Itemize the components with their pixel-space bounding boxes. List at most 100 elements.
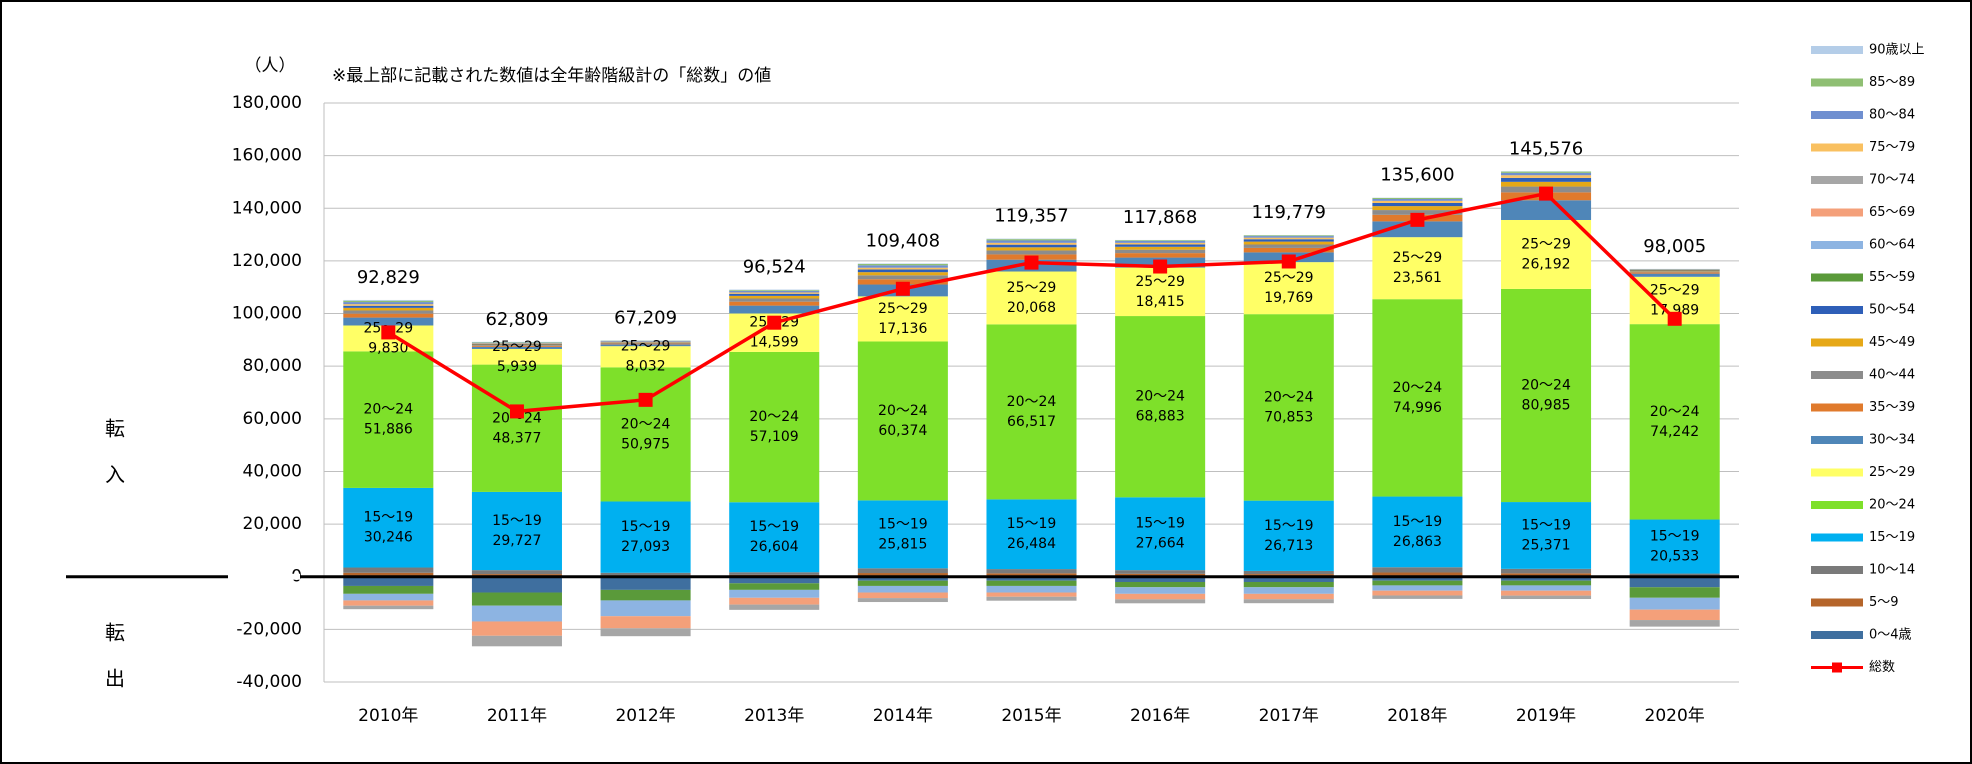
bar-segment	[1243, 247, 1334, 253]
segment-value-label: 25,371	[1522, 537, 1571, 553]
legend-label: 70～74	[1869, 173, 1915, 188]
x-tick-label: 2020年	[1645, 706, 1705, 726]
bar-segment	[857, 272, 948, 276]
bar-segment	[471, 345, 562, 346]
segment-series-label: 15～19	[878, 516, 928, 532]
bar-segment	[729, 572, 820, 575]
bar-segment	[729, 589, 820, 598]
y-tick-label: 20,000	[243, 514, 302, 534]
y-tick-label: 80,000	[243, 356, 302, 376]
bar-segment	[857, 263, 948, 265]
total-label: 109,408	[866, 230, 940, 251]
legend-label: 10～14	[1869, 563, 1915, 578]
legend-swatch	[1811, 241, 1863, 249]
total-marker	[1024, 255, 1039, 270]
bar-segment	[600, 342, 691, 344]
bar-segment	[986, 585, 1077, 593]
segment-value-label: 5,939	[497, 359, 537, 375]
y-tick-label: 60,000	[243, 409, 302, 429]
legend-label: 85～89	[1869, 75, 1915, 90]
bar-segment	[343, 567, 434, 573]
bar-segment	[1115, 587, 1206, 594]
bar-segment	[343, 299, 434, 301]
bar-segment	[343, 593, 434, 601]
bar-segment	[1629, 324, 1720, 520]
segment-series-label: 25～29	[1264, 270, 1314, 286]
legend-swatch	[1811, 436, 1863, 444]
y-tick-label: 40,000	[243, 461, 302, 481]
segment-value-label: 70,853	[1264, 409, 1313, 425]
side-label-in: 転入	[102, 418, 126, 510]
segment-value-label: 30,246	[364, 530, 413, 546]
total-marker	[381, 325, 396, 340]
segment-series-label: 20～24	[1650, 404, 1700, 420]
bar-segment	[1629, 620, 1720, 627]
segment-value-label: 50,975	[621, 436, 670, 452]
bar-segment	[471, 576, 562, 593]
segment-value-label: 66,517	[1007, 414, 1056, 430]
bar-segment	[471, 592, 562, 606]
bar-segment	[1243, 262, 1334, 315]
bar-segment	[600, 576, 691, 590]
bar-segment	[857, 265, 948, 268]
bar-segment	[471, 346, 562, 349]
bar-segment	[471, 491, 562, 571]
bar-segment	[986, 580, 1077, 586]
bar-segment	[857, 576, 948, 581]
segment-series-label: 20～24	[1521, 377, 1571, 393]
total-marker	[1539, 186, 1554, 201]
total-label: 98,005	[1643, 236, 1706, 257]
bar-segment	[343, 600, 434, 606]
bar-segment	[1115, 599, 1206, 604]
segment-value-label: 26,863	[1393, 534, 1442, 550]
segment-value-label: 17,136	[878, 321, 927, 337]
segment-series-label: 25～29	[492, 339, 542, 355]
bar-segment	[1501, 171, 1592, 173]
bar-segment	[857, 296, 948, 342]
bar-segment	[1115, 241, 1206, 243]
x-tick-label: 2017年	[1259, 706, 1319, 726]
bar-segment	[986, 247, 1077, 251]
segment-series-label: 15～19	[1393, 514, 1443, 530]
bar-segment	[1115, 593, 1206, 600]
y-tick-label: 160,000	[232, 146, 302, 166]
segment-series-label: 25～29	[1521, 236, 1571, 252]
bar-segment	[729, 597, 820, 605]
bar-segment	[1501, 172, 1592, 176]
bar-segment	[1243, 576, 1334, 582]
legend-swatch	[1811, 598, 1863, 607]
bar-segment	[729, 305, 820, 314]
bar-segment	[857, 573, 948, 577]
segment-series-label: 15～19	[363, 510, 413, 526]
segment-series-label: 20～24	[1007, 394, 1057, 410]
segment-series-label: 25～29	[1393, 250, 1443, 266]
bar-segment	[343, 317, 434, 326]
segment-series-label: 25～29	[1650, 282, 1700, 298]
total-marker	[1281, 254, 1296, 269]
bar-segment	[1501, 200, 1592, 220]
segment-value-label: 18,415	[1136, 294, 1185, 310]
bar-segment	[986, 569, 1077, 574]
legend-label: 50～54	[1869, 303, 1915, 318]
bar-segment	[1501, 576, 1592, 581]
bar-segment	[1372, 572, 1463, 577]
bar-segment	[343, 305, 434, 308]
bar-segment	[1372, 496, 1463, 568]
bar-segment	[1243, 570, 1334, 575]
bar-segment	[471, 570, 562, 575]
segment-series-label: 20～24	[878, 403, 928, 419]
bar-segment	[1372, 595, 1463, 599]
segment-series-label: 20～24	[1264, 389, 1314, 405]
segment-value-label: 57,109	[750, 429, 799, 445]
zero-gap	[228, 573, 300, 580]
bar-segment	[1243, 236, 1334, 238]
bar-segment	[1501, 573, 1592, 577]
legend-label: 65～69	[1869, 205, 1915, 220]
segment-series-label: 20～24	[621, 416, 671, 432]
legend-label: 25～29	[1869, 465, 1915, 480]
bar-segment	[471, 344, 562, 346]
legend-swatch	[1811, 533, 1863, 542]
bar-segment	[471, 605, 562, 622]
bar-segment	[1372, 199, 1463, 201]
total-marker	[1153, 259, 1168, 274]
